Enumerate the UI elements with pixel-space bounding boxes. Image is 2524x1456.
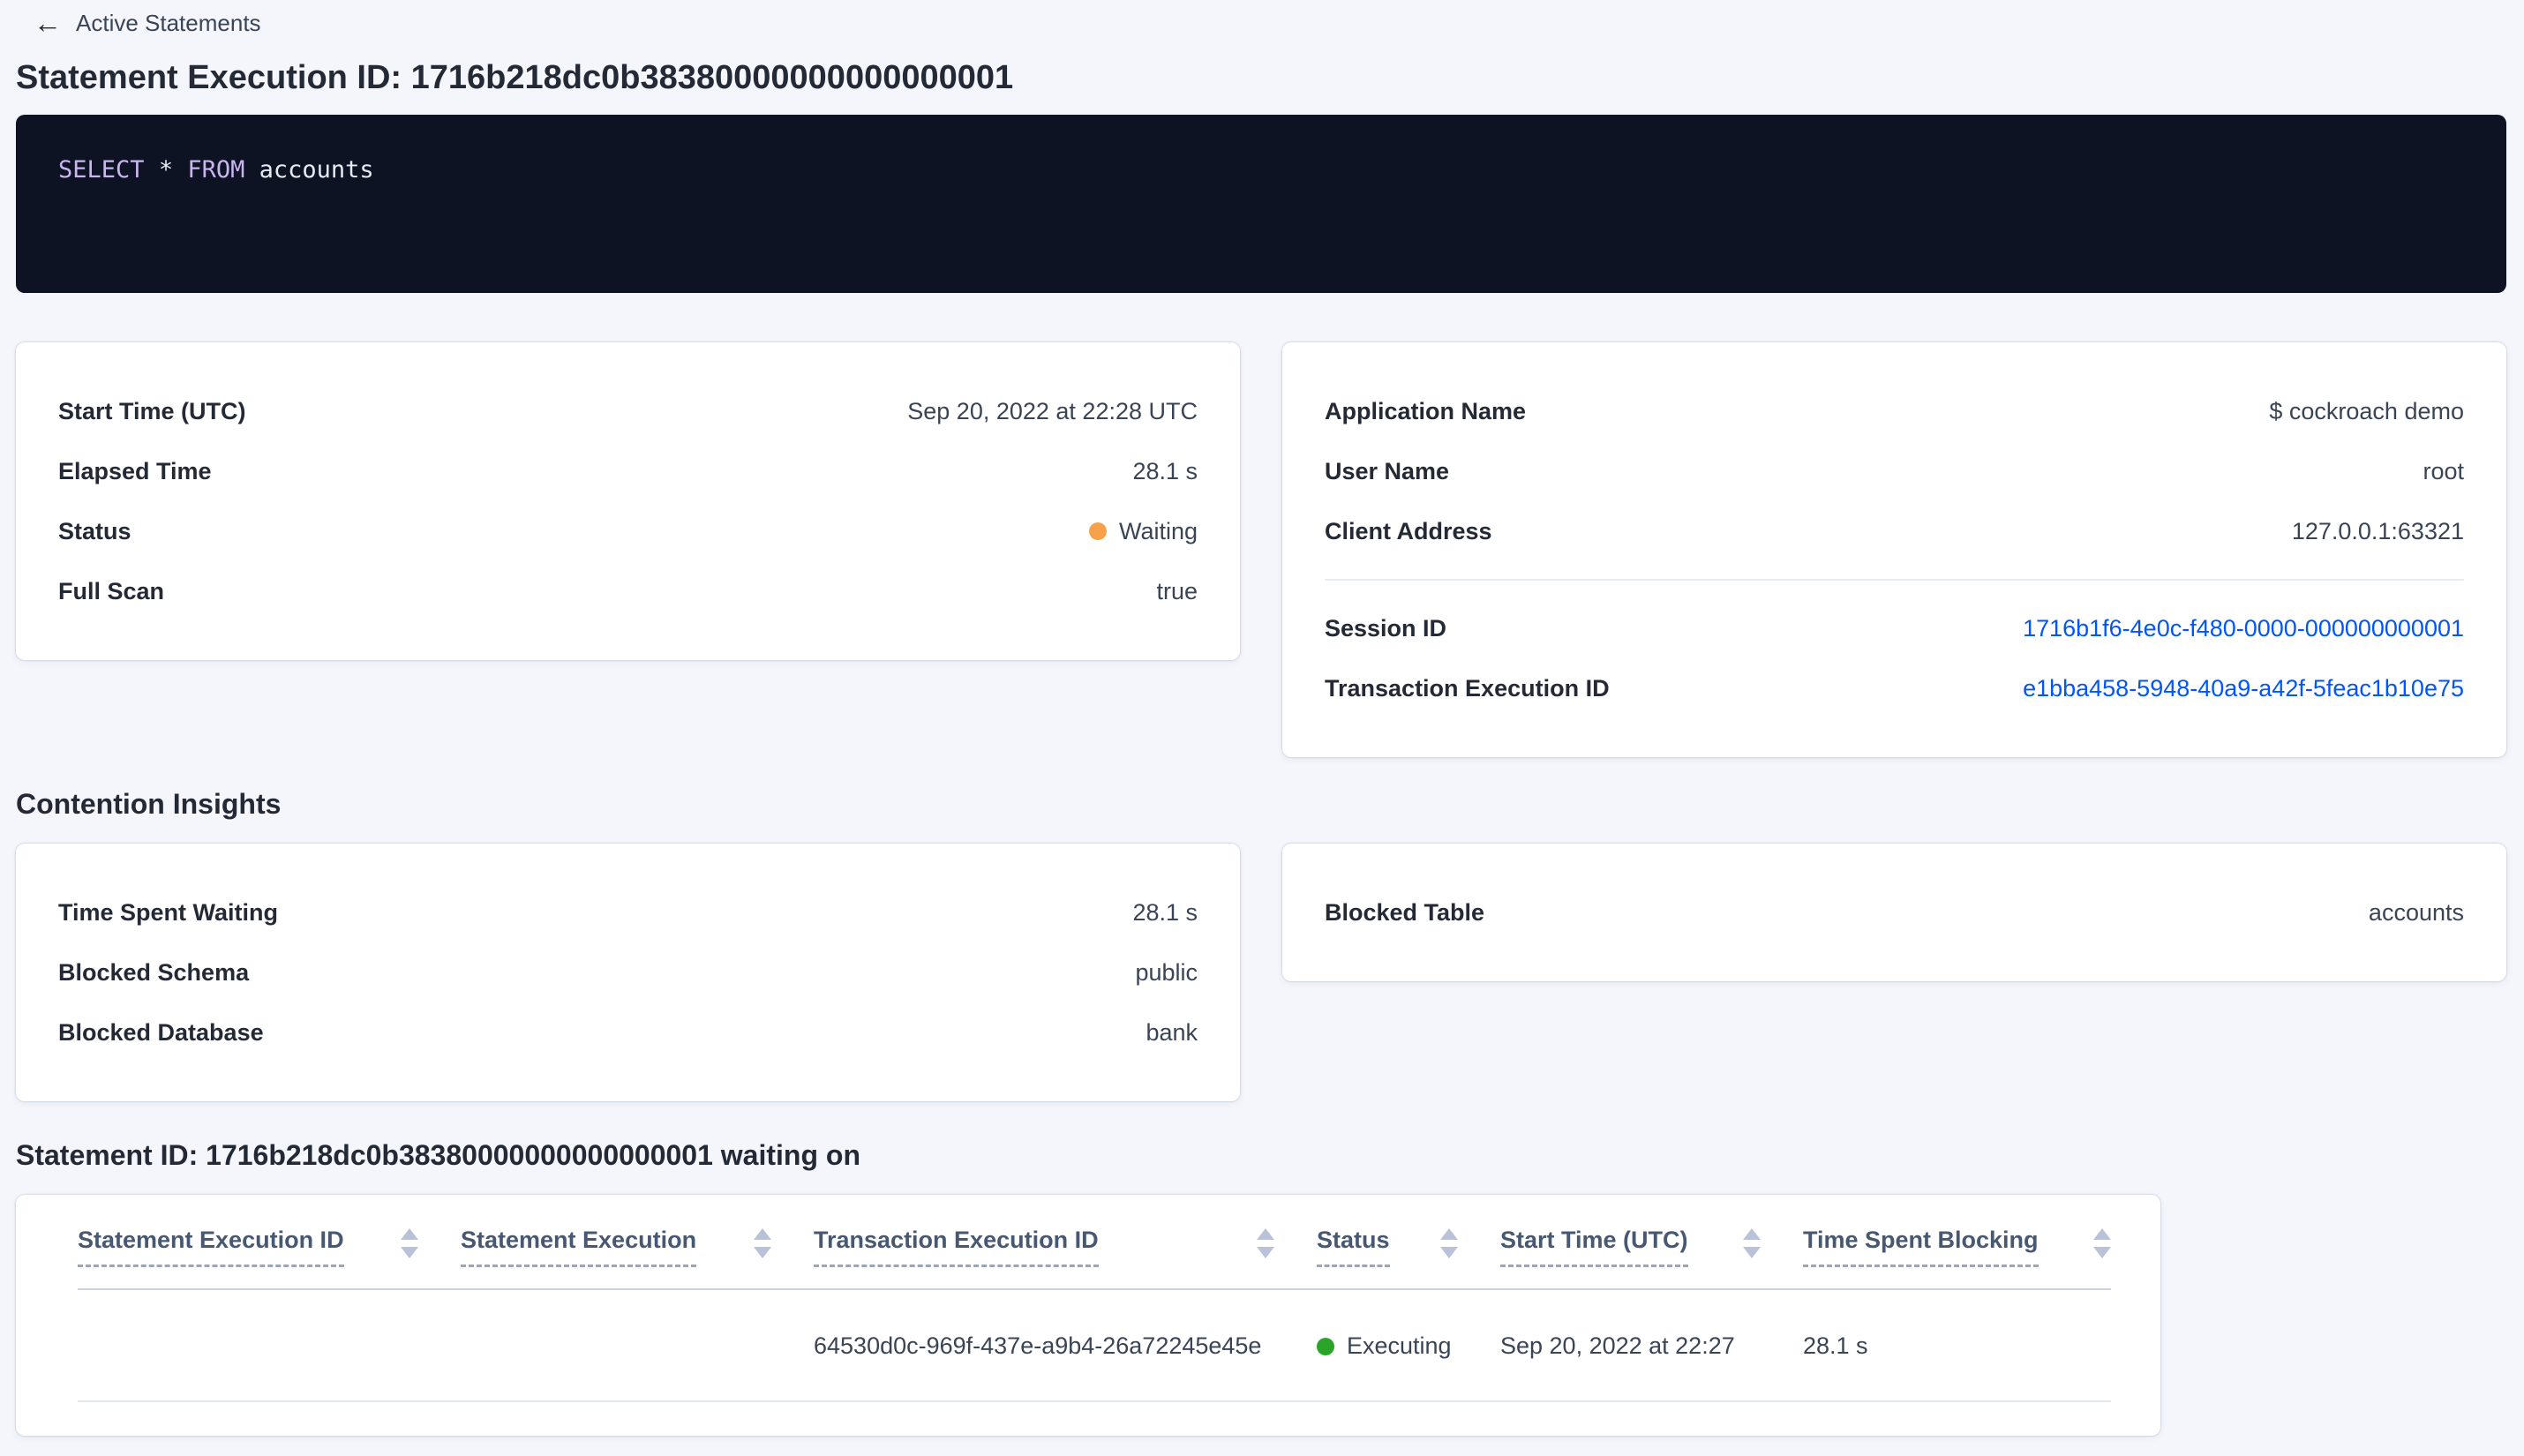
blocked-schema-row: Blocked Schema public [58, 942, 1198, 1002]
user-name-value: root [2423, 457, 2464, 484]
start-time-row: Start Time (UTC) Sep 20, 2022 at 22:28 U… [58, 381, 1198, 441]
waiting-on-heading: Statement ID: 1716b218dc0b38380000000000… [16, 1139, 860, 1171]
full-scan-label: Full Scan [58, 577, 165, 604]
transaction-execution-id-link[interactable]: e1bba458-5948-40a9-a42f-5feac1b10e75 [2023, 674, 2464, 702]
back-link-label: Active Statements [76, 9, 261, 36]
transaction-execution-id-label: Transaction Execution ID [1325, 674, 1610, 702]
elapsed-time-row: Elapsed Time 28.1 s [58, 441, 1198, 501]
application-name-row: Application Name $ cockroach demo [1325, 381, 2464, 441]
column-header-statement-execution-id[interactable]: Statement Execution ID [78, 1227, 461, 1267]
contention-card: Time Spent Waiting 28.1 s Blocked Schema… [16, 844, 1240, 1101]
column-label: Statement Execution [461, 1227, 697, 1267]
blocked-database-row: Blocked Database bank [58, 1002, 1198, 1062]
column-label: Statement Execution ID [78, 1227, 344, 1267]
blocked-table-value: accounts [2368, 898, 2464, 926]
blocked-table-card: Blocked Table accounts [1282, 844, 2506, 981]
sql-table-name: accounts [259, 156, 374, 184]
cell-transaction-execution-id: 64530d0c-969f-437e-a9b4-26a72245e45e [814, 1332, 1262, 1359]
blocked-schema-value: public [1135, 958, 1198, 986]
status-text: Executing [1347, 1332, 1452, 1359]
sql-star: * [158, 156, 174, 184]
session-card: Application Name $ cockroach demo User N… [1282, 342, 2506, 757]
cell-statement-execution-id [78, 1290, 461, 1400]
summary-cards-row: Start Time (UTC) Sep 20, 2022 at 22:28 U… [16, 342, 2506, 757]
overview-card: Start Time (UTC) Sep 20, 2022 at 22:28 U… [16, 342, 1240, 660]
client-address-label: Client Address [1325, 517, 1492, 544]
sort-arrows-icon [1257, 1228, 1274, 1258]
column-label: Start Time (UTC) [1500, 1227, 1688, 1267]
session-id-row: Session ID 1716b1f6-4e0c-f480-0000-00000… [1325, 598, 2464, 658]
session-id-label: Session ID [1325, 614, 1447, 642]
column-label: Status [1317, 1227, 1390, 1267]
table-header-row: Statement Execution ID Statement Executi… [78, 1227, 2111, 1290]
application-name-label: Application Name [1325, 397, 1527, 424]
back-arrow-icon: ← [34, 7, 62, 39]
column-label: Time Spent Blocking [1803, 1227, 2039, 1267]
status-label: Status [58, 517, 131, 544]
blocked-database-label: Blocked Database [58, 1018, 264, 1046]
status-row: Status Waiting [58, 501, 1198, 561]
session-card-divider [1325, 579, 2464, 581]
time-spent-waiting-row: Time Spent Waiting 28.1 s [58, 882, 1198, 942]
transaction-execution-id-row: Transaction Execution ID e1bba458-5948-4… [1325, 658, 2464, 718]
elapsed-time-label: Elapsed Time [58, 457, 212, 484]
sort-arrows-icon [1743, 1228, 1761, 1258]
back-link-active-statements[interactable]: ← Active Statements [16, 9, 261, 37]
column-header-statement-execution[interactable]: Statement Execution [461, 1227, 814, 1267]
blocked-schema-label: Blocked Schema [58, 958, 250, 986]
sort-arrows-icon [2093, 1228, 2111, 1258]
status-text: Waiting [1118, 517, 1198, 544]
client-address-row: Client Address 127.0.0.1:63321 [1325, 501, 2464, 561]
cell-statement-execution [461, 1290, 814, 1400]
time-spent-waiting-value: 28.1 s [1132, 898, 1198, 926]
status-value: Waiting [1088, 517, 1198, 545]
sql-statement-box: SELECT * FROM accounts [16, 115, 2506, 293]
full-scan-value: true [1156, 577, 1198, 604]
session-id-link[interactable]: 1716b1f6-4e0c-f480-0000-000000000001 [2023, 614, 2464, 642]
blocked-table-row: Blocked Table accounts [1325, 882, 2464, 942]
sql-keyword-from: FROM [187, 156, 245, 184]
sort-arrows-icon [401, 1228, 418, 1258]
cell-status: Executing [1317, 1290, 1500, 1400]
sort-arrows-icon [1440, 1228, 1458, 1258]
user-name-row: User Name root [1325, 441, 2464, 501]
user-name-label: User Name [1325, 457, 1450, 484]
column-header-status[interactable]: Status [1317, 1227, 1500, 1267]
waiting-status-dot-icon [1088, 522, 1107, 540]
waiting-on-table: Statement Execution ID Statement Executi… [16, 1195, 2160, 1436]
cell-start-time: Sep 20, 2022 at 22:27 [1500, 1332, 1735, 1359]
cell-time-spent-blocking: 28.1 s [1803, 1332, 1868, 1359]
column-header-time-spent-blocking[interactable]: Time Spent Blocking [1803, 1227, 2111, 1267]
full-scan-row: Full Scan true [58, 561, 1198, 621]
column-label: Transaction Execution ID [814, 1227, 1099, 1267]
time-spent-waiting-label: Time Spent Waiting [58, 898, 279, 926]
blocked-table-label: Blocked Table [1325, 898, 1485, 926]
contention-insights-heading: Contention Insights [16, 788, 282, 820]
client-address-value: 127.0.0.1:63321 [2291, 517, 2464, 544]
sql-keyword-select: SELECT [58, 156, 145, 184]
blocked-database-value: bank [1146, 1018, 1198, 1046]
column-header-start-time[interactable]: Start Time (UTC) [1500, 1227, 1803, 1267]
start-time-label: Start Time (UTC) [58, 397, 246, 424]
table-row: 64530d0c-969f-437e-a9b4-26a72245e45e Exe… [78, 1290, 2111, 1402]
application-name-value: $ cockroach demo [2269, 397, 2464, 424]
start-time-value: Sep 20, 2022 at 22:28 UTC [907, 397, 1198, 424]
elapsed-time-value: 28.1 s [1132, 457, 1198, 484]
executing-status-dot-icon [1317, 1337, 1334, 1355]
sort-arrows-icon [754, 1228, 771, 1258]
contention-cards-row: Time Spent Waiting 28.1 s Blocked Schema… [16, 844, 2506, 1101]
page-title: Statement Execution ID: 1716b218dc0b3838… [16, 59, 1014, 96]
column-header-transaction-execution-id[interactable]: Transaction Execution ID [814, 1227, 1317, 1267]
